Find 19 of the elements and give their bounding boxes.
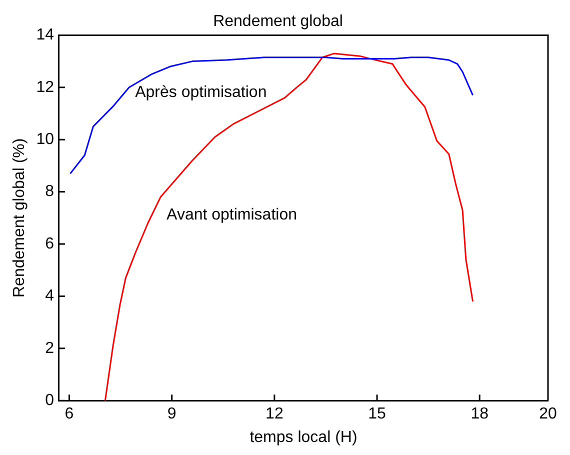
x-tick-label: 9 [167, 406, 176, 423]
x-tick-label: 18 [470, 406, 489, 423]
y-tick-label: 0 [45, 392, 54, 410]
x-axis-title: temps local (H) [250, 428, 358, 446]
y-tick-label: 12 [36, 78, 54, 96]
chart-title: Rendement global [213, 13, 343, 30]
y-tick-label: 10 [36, 131, 54, 148]
series-label: Avant optimisation [166, 206, 298, 224]
y-tick-label: 14 [36, 26, 54, 44]
y-tick-label: 8 [45, 183, 54, 200]
y-tick-label: 2 [45, 340, 54, 357]
x-tick-label: 12 [266, 406, 284, 423]
x-tick-label: 20 [539, 406, 557, 423]
x-tick-label: 15 [368, 406, 386, 423]
y-tick-label: 4 [45, 288, 54, 305]
y-tick-label: 6 [45, 235, 54, 252]
x-tick-label: 6 [64, 406, 74, 423]
y-axis-title: Rendement global (%) [11, 138, 28, 298]
series-label: Après optimisation [135, 84, 267, 101]
